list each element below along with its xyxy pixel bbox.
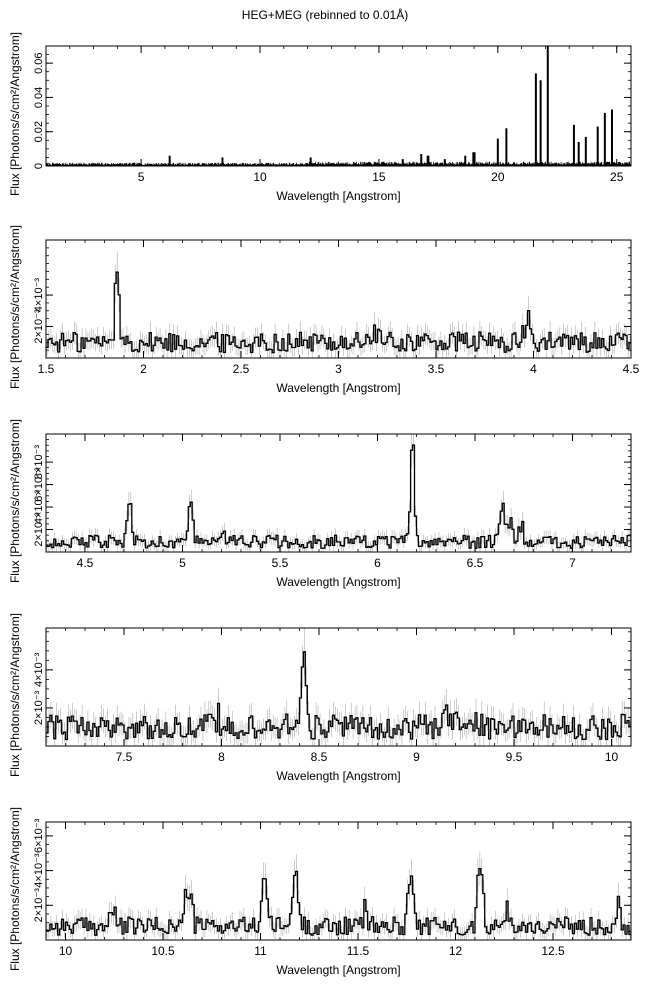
y-tick-label: 6×10⁻³ [33,467,45,502]
y-tick-label: 0.04 [33,87,45,108]
chart-panel-3: 4.5 5 5.5 6 6.5 7 2×10⁻³4×10⁻³6×10⁻³8×10⁻³ Wave… [8,419,632,589]
x-tick-label: 7 [569,556,576,570]
y-tick-label: 2×10⁻³ [33,888,45,923]
spectrum-baseline [46,161,631,166]
chart-panel-2: 1.5 2 2.5 3 3.5 4 4.5 2×10⁻³4×10⁻³ Wavelength [A… [8,225,640,395]
x-tick-label: 11 [254,944,267,958]
x-tick-label: 4.5 [623,362,640,376]
x-tick-label: 6.5 [467,556,484,570]
x-tick-label: 12.5 [541,944,565,958]
spectrum-histogram [46,651,631,741]
x-tick-label: 1.5 [38,362,55,376]
error-bars [46,851,631,940]
spectrum-histogram [46,867,631,936]
spectrum-group [46,434,631,552]
y-tick-label: 2×10⁻³ [33,690,45,725]
x-axis-label: Wavelength [Angstrom] [276,189,400,203]
y-axis-label: Flux [Photons/s/cm²/Angstrom] [8,613,22,777]
spectrum-group [46,252,631,358]
x-tick-label: 2.5 [233,362,250,376]
y-axis-label: Flux [Photons/s/cm²/Angstrom] [8,807,22,971]
x-tick-label: 20 [491,170,505,184]
x-tick-label: 11.5 [347,944,370,958]
chart-panel-5: 10 10.5 11 11.5 12 12.5 2×10⁻³4×10⁻³6×10⁻³ Wave… [8,807,632,977]
x-tick-label: 9 [413,750,420,764]
y-tick-label: 4×10⁻³ [33,652,45,687]
y-axis-label: Flux [Photons/s/cm²/Angstrom] [8,32,22,196]
x-tick-label: 10 [605,750,619,764]
x-tick-label: 15 [372,170,386,184]
x-tick-label: 8 [218,750,225,764]
x-axis-label: Wavelength [Angstrom] [276,381,400,395]
x-tick-label: 9.5 [506,750,523,764]
x-tick-label: 6 [374,556,381,570]
chart-panel-4: 7.5 8 8.5 9 9.5 10 2×10⁻³ 4×10⁻³ Wavelength [Ang… [8,613,632,783]
chart-title: HEG+MEG (rebinned to 0.01Å) [241,8,409,22]
x-tick-label: 3.5 [428,362,445,376]
error-bars [46,252,631,358]
x-axis-label: Wavelength [Angstrom] [276,575,400,589]
plot-frame [45,45,632,167]
y-axis-label: Flux [Photons/s/cm²/Angstrom] [8,419,22,583]
y-tick-label: 8×10⁻³ [33,445,45,480]
y-tick-label: 4×10⁻³ [33,278,45,313]
x-tick-label: 4.5 [77,556,94,570]
x-tick-label: 3 [335,362,342,376]
y-axis-label: Flux [Photons/s/cm²/Angstrom] [8,225,22,389]
y-tick-label: 6×10⁻³ [33,818,45,853]
y-tick-label: 4×10⁻³ [33,853,45,888]
spectrum-histogram [46,444,631,549]
error-bars [46,628,631,746]
x-tick-label: 2 [140,362,147,376]
x-tick-label: 10 [59,944,73,958]
y-tick-label: 0.02 [33,121,45,142]
x-axis-label: Wavelength [Angstrom] [276,963,400,977]
x-tick-label: 5 [179,556,186,570]
y-tick-label: 0.06 [33,52,45,73]
spectrum-group [46,46,631,166]
spectrum-group [46,628,631,746]
y-tick-label: 2×10⁻³ [33,512,45,547]
x-tick-label: 10.5 [151,944,175,958]
x-tick-label: 4 [530,362,537,376]
x-tick-label: 8.5 [311,750,328,764]
x-tick-label: 7.5 [116,750,133,764]
x-axis-label: Wavelength [Angstrom] [276,769,400,783]
spectrum-histogram [46,271,631,354]
x-tick-label: 5 [138,170,145,184]
chart-panel-1: 5 10 15 20 25 0 0.02 0.04 0.06 Wavelength [Angstr… [8,32,632,203]
y-tick-label: 0 [33,163,45,169]
y-tick-label: 4×10⁻³ [33,490,45,525]
spectrum-group [46,851,631,940]
error-bars [46,434,631,552]
x-tick-label: 5.5 [272,556,289,570]
y-tick-label: 2×10⁻³ [33,309,45,344]
x-tick-label: 12 [449,944,463,958]
x-tick-label: 25 [610,170,624,184]
x-tick-label: 10 [253,170,267,184]
